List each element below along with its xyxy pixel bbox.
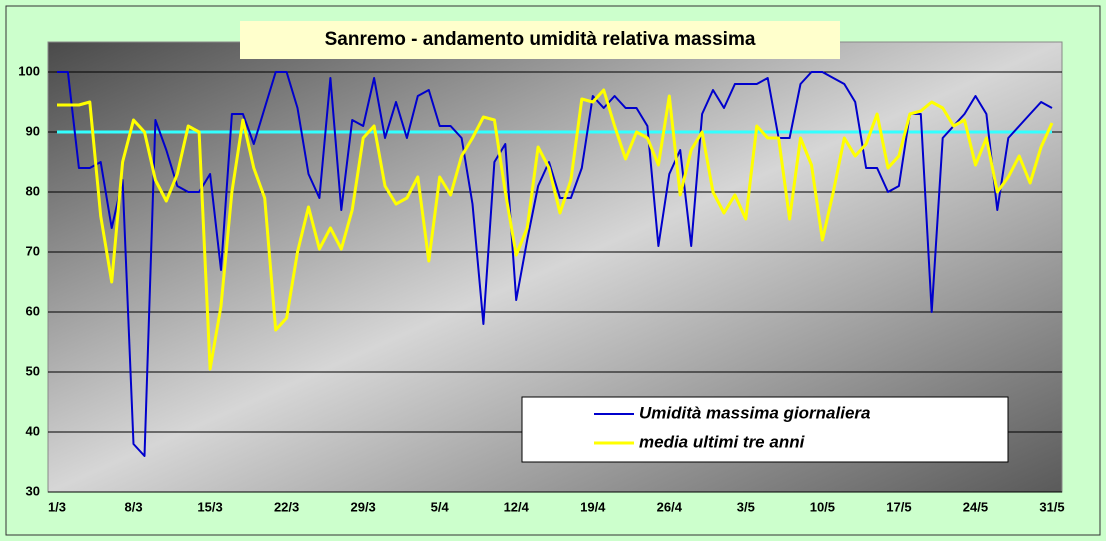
y-tick-label: 70 [26,243,40,258]
chart-title: Sanremo - andamento umidità relativa mas… [325,29,756,50]
y-tick-label: 30 [26,483,40,498]
series-line [57,88,1054,371]
y-tick-label: 60 [26,303,40,318]
x-tick-label: 22/3 [274,499,299,514]
x-tick-label: 26/4 [657,499,683,514]
x-tick-label: 15/3 [197,499,222,514]
y-tick-label: 40 [26,423,40,438]
x-tick-label: 5/4 [431,499,450,514]
x-tick-label: 10/5 [810,499,835,514]
y-tick-label: 50 [26,363,40,378]
y-tick-label: 90 [26,123,40,138]
x-tick-label: 24/5 [963,499,988,514]
x-tick-label: 31/5 [1039,499,1064,514]
x-tick-label: 19/4 [580,499,606,514]
y-tick-label: 100 [18,63,40,78]
legend-box [521,396,1009,463]
x-tick-label: 1/3 [48,499,66,514]
x-tick-label: 12/4 [504,499,530,514]
legend-label: Umidità massima giornaliera [639,403,870,422]
x-tick-label: 8/3 [124,499,142,514]
series-line [57,71,1053,457]
y-tick-label: 80 [26,183,40,198]
title-box [240,21,840,59]
chart-border [5,5,1101,536]
legend-label: media ultimi tre anni [639,432,806,451]
x-tick-label: 3/5 [737,499,755,514]
x-tick-label: 29/3 [350,499,375,514]
x-tick-label: 17/5 [886,499,911,514]
